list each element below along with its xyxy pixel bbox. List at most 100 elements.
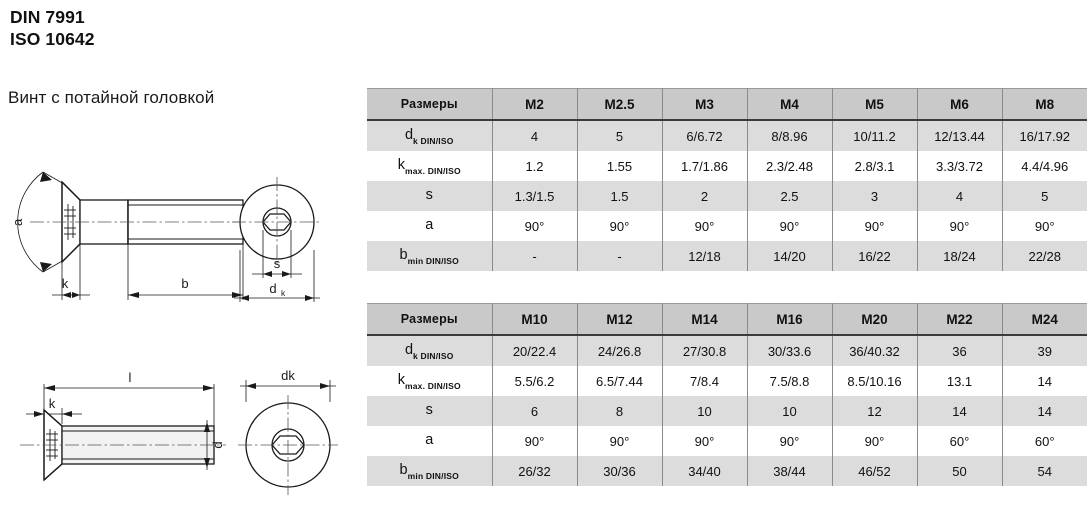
cell-value: 24/26.8	[576, 335, 663, 366]
table-row: bmin DIN/ISO 26/32 30/36 34/40 38/44 46/…	[367, 456, 1087, 486]
cell-value: 10	[661, 396, 748, 426]
header-size-m2: M2	[491, 88, 578, 121]
cell-value: 1.5	[576, 181, 663, 211]
header-dimensions: Размеры	[367, 88, 493, 121]
standard-din: DIN 7991	[10, 7, 85, 27]
cell-value: 5	[576, 120, 663, 151]
table-row: a 90° 90° 90° 90° 90° 60° 60°	[367, 426, 1087, 456]
header-size-m5: M5	[831, 88, 918, 121]
row-label-kmax: kmax. DIN/ISO	[367, 151, 493, 181]
cell-value: 16/22	[831, 241, 918, 271]
cell-value: 20/22.4	[491, 335, 578, 366]
label-head-height-k: k	[62, 276, 69, 291]
row-label-sub: max. DIN/ISO	[404, 166, 461, 177]
label-head-diameter-dk: d	[269, 281, 276, 296]
cell-value: 1.3/1.5	[491, 181, 578, 211]
header-size-m20: M20	[831, 303, 918, 336]
drawing-countersunk-screw-top: a	[0, 160, 360, 305]
cell-value: 90°	[576, 426, 663, 456]
cell-value: 36	[916, 335, 1003, 366]
cell-value: 38/44	[746, 456, 833, 486]
cell-value: 36/40.32	[831, 335, 918, 366]
illustration-panel: DIN 7991 ISO 10642 Винт с потайной голов…	[0, 0, 360, 500]
cell-value: 2.3/2.48	[746, 151, 833, 181]
row-label-kmax: kmax. DIN/ISO	[367, 366, 493, 396]
cell-value: 5	[1001, 181, 1087, 211]
cell-value: 7.5/8.8	[746, 366, 833, 396]
table-row: s 6 8 10 10 12 14 14	[367, 396, 1087, 426]
header-size-m16: M16	[746, 303, 833, 336]
row-label-main: s	[425, 187, 433, 204]
header-size-m4: M4	[746, 88, 833, 121]
row-label-main: k	[397, 157, 405, 174]
cell-value: 5.5/6.2	[491, 366, 578, 396]
cell-value: 2.5	[746, 181, 833, 211]
cell-value: 26/32	[491, 456, 578, 486]
cell-value: 2.8/3.1	[831, 151, 918, 181]
cell-value: 22/28	[1001, 241, 1087, 271]
drawing-countersunk-screw-bottom: l k	[0, 350, 360, 500]
row-label-bmin: bmin DIN/ISO	[367, 456, 493, 486]
header-size-m6: M6	[916, 88, 1003, 121]
cell-value: 4	[491, 120, 578, 151]
cell-value: 10	[746, 396, 833, 426]
row-label-bmin: bmin DIN/ISO	[367, 241, 493, 271]
cell-value: 6/6.72	[661, 120, 748, 151]
cell-value: 90°	[746, 211, 833, 241]
cell-value: 16/17.92	[1001, 120, 1087, 151]
cell-value: 90°	[576, 211, 663, 241]
cell-value: 3	[831, 181, 918, 211]
cell-value: 60°	[916, 426, 1003, 456]
label-head-diameter-dk-sub: k	[281, 288, 286, 298]
label-thread-length-b: b	[181, 276, 188, 291]
cell-value: 3.3/3.72	[916, 151, 1003, 181]
cell-value: 90°	[1001, 211, 1087, 241]
row-label-main: d	[404, 342, 414, 359]
row-label-sub: max. DIN/ISO	[404, 381, 461, 392]
row-label-sub: min DIN/ISO	[407, 471, 459, 482]
table-row: kmax. DIN/ISO 5.5/6.2 6.5/7.44 7/8.4 7.5…	[367, 366, 1087, 396]
row-label-s: s	[367, 396, 493, 426]
label-total-length-l: l	[129, 370, 132, 385]
cell-value: 90°	[661, 211, 748, 241]
standards-block: DIN 7991 ISO 10642	[10, 6, 95, 51]
label-head-height-k-bottom: k	[49, 396, 56, 411]
cell-value: 1.55	[576, 151, 663, 181]
spec-table-small-sizes: Размеры M2 M2.5 M3 M4 M5 M6 M8 dk DIN/IS…	[367, 88, 1087, 271]
cell-value: 46/52	[831, 456, 918, 486]
table-header-row: Размеры M10 M12 M14 M16 M20 M22 M24	[367, 303, 1087, 336]
bottom-drawing-svg: l k	[20, 368, 338, 495]
table-row: dk DIN/ISO 20/22.4 24/26.8 27/30.8 30/33…	[367, 335, 1087, 366]
cell-value: 2	[661, 181, 748, 211]
row-label-s: s	[367, 181, 493, 211]
cell-value: 30/33.6	[746, 335, 833, 366]
product-title: Винт с потайной головкой	[8, 88, 215, 107]
cell-value: 8	[576, 396, 663, 426]
row-label-main: a	[425, 217, 434, 234]
table-row: a 90° 90° 90° 90° 90° 90° 90°	[367, 211, 1087, 241]
cell-value: 14	[1001, 396, 1087, 426]
cell-value: 34/40	[661, 456, 748, 486]
cell-value: 8/8.96	[746, 120, 833, 151]
row-label-main: s	[425, 402, 433, 419]
header-size-m12: M12	[576, 303, 663, 336]
cell-value: 6	[491, 396, 578, 426]
cell-value: 30/36	[576, 456, 663, 486]
row-label-dk: dk DIN/ISO	[367, 335, 493, 366]
standard-iso: ISO 10642	[10, 29, 95, 50]
table-row: bmin DIN/ISO - - 12/18 14/20 16/22 18/24…	[367, 241, 1087, 271]
cell-value: 90°	[831, 211, 918, 241]
label-socket-width-s: s	[274, 256, 281, 271]
header-size-m8: M8	[1001, 88, 1087, 121]
cell-value: 1.7/1.86	[661, 151, 748, 181]
header-dimensions: Размеры	[367, 303, 493, 336]
cell-value: 60°	[1001, 426, 1087, 456]
cell-value: 12/13.44	[916, 120, 1003, 151]
row-label-main: a	[425, 432, 434, 449]
cell-value: 14/20	[746, 241, 833, 271]
cell-value: 12	[831, 396, 918, 426]
label-head-diameter-dk-bottom: dk	[281, 368, 295, 383]
cell-value: 90°	[491, 426, 578, 456]
header-size-m24: M24	[1001, 303, 1087, 336]
cell-value: -	[576, 241, 663, 271]
